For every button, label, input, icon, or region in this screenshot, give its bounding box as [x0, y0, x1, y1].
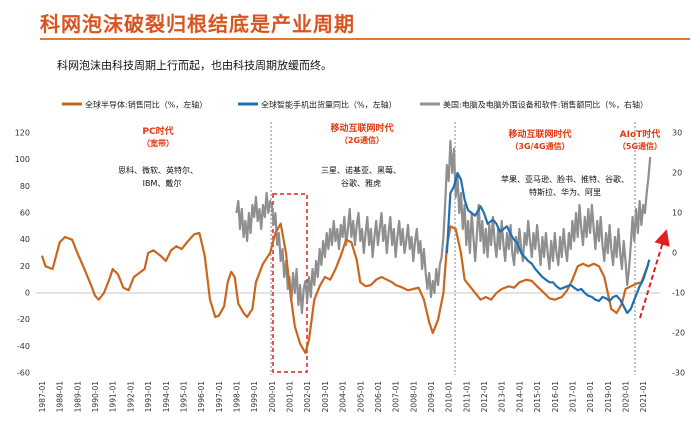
x-tick-label: 1999-01	[250, 381, 259, 413]
y-right-tick: -20	[672, 329, 685, 338]
companies-3g4g-line1: 苹果、亚马逊、脸书、推特、谷歌、	[501, 174, 629, 184]
x-tick-label: 2002-01	[303, 381, 312, 413]
x-tick-label: 1989-01	[73, 381, 82, 413]
y-left-tick: 0	[25, 289, 30, 298]
x-tick-label: 1988-01	[56, 381, 65, 413]
x-tick-label: 2004-01	[339, 381, 348, 413]
companies-pc-line1: 思科、微软、英特尔、	[118, 165, 198, 175]
x-tick-label: 2001-01	[286, 381, 295, 413]
companies-2g-line2: 谷歌、雅虎	[341, 178, 381, 188]
x-tick-label: 2005-01	[356, 381, 365, 413]
y-right-tick: 10	[672, 209, 682, 218]
y-left-tick: 20	[20, 262, 30, 271]
uptrend-arrow	[639, 229, 670, 319]
legend-label-semiconductor: 全球半导体:销售同比（%，左轴）	[85, 100, 207, 110]
x-tick-label: 1997-01	[215, 381, 224, 413]
x-tick-label: 2007-01	[392, 381, 401, 413]
title-underline	[40, 38, 690, 40]
x-tick-label: 2003-01	[321, 381, 330, 413]
x-tick-label: 2020-01	[622, 381, 631, 413]
x-axis: 1987-01 1988-01 1989-01 1990-01 1991-01 1992-…	[38, 381, 648, 413]
x-tick-label: 2012-01	[480, 381, 489, 413]
x-tick-label: 2006-01	[374, 381, 383, 413]
y-left-tick: -60	[17, 369, 30, 378]
y-left-axis: 120 100 80 60 40 20 0 -20 -40 -60	[15, 129, 30, 378]
page-subtitle: 科网泡沫由科技周期上行而起，也由科技周期放缓而终。	[57, 59, 332, 72]
x-tick-label: 2013-01	[498, 381, 507, 413]
dotcom-highlight-box	[272, 193, 308, 373]
legend-label-smartphone: 全球智能手机出货量同比（%，左轴）	[261, 100, 397, 110]
era-title-mobile-3g4g: 移动互联网时代	[508, 128, 571, 140]
line-us-software	[235, 139, 652, 315]
y-left-tick: 100	[15, 155, 30, 164]
era-title-mobile-2g: 移动互联网时代	[330, 122, 393, 134]
x-tick-label: 1994-01	[162, 381, 171, 413]
x-tick-label: 1990-01	[91, 381, 100, 413]
legend-label-us-software: 美国:电脑及电脑外围设备和软件:销售额同比（%，右轴）	[443, 100, 648, 110]
y-left-tick: -40	[17, 342, 30, 351]
era-labels: PC时代 （宽带） 移动互联网时代 （2G通信） 移动互联网时代 （3G/4G通…	[142, 122, 662, 151]
y-left-tick: 40	[20, 235, 30, 244]
y-left-tick: 120	[15, 129, 30, 138]
x-tick-label: 1996-01	[197, 381, 206, 413]
y-right-tick: 0	[672, 249, 677, 258]
x-tick-label: 2000-01	[268, 381, 277, 413]
x-tick-label: 2016-01	[551, 381, 560, 413]
x-tick-label: 2008-01	[409, 381, 418, 413]
companies-2g-line1: 三星、诺基亚、黑莓、	[321, 165, 401, 175]
x-tick-label: 2017-01	[568, 381, 577, 413]
y-left-tick: 80	[20, 182, 30, 191]
era-title-aiot: AIoT时代	[620, 128, 661, 140]
y-right-tick: 30	[672, 129, 682, 138]
y-right-axis: 30 20 10 0 -10 -20 -30	[672, 129, 685, 378]
x-tick-label: 2011-01	[462, 381, 471, 413]
x-tick-label: 2010-01	[445, 381, 454, 413]
page-title: 科网泡沫破裂归根结底是产业周期	[40, 12, 355, 36]
x-tick-label: 1987-01	[38, 381, 47, 413]
y-left-tick: 60	[20, 209, 30, 218]
era-sub-mobile-3g4g: （3G/4G通信）	[510, 141, 569, 151]
company-annotations: 思科、微软、英特尔、 IBM、戴尔 三星、诺基亚、黑莓、 谷歌、雅虎 苹果、亚马…	[118, 165, 629, 197]
line-semiconductor	[40, 222, 650, 355]
companies-pc-line2: IBM、戴尔	[143, 178, 182, 188]
y-right-tick: -10	[672, 289, 685, 298]
y-right-tick: -30	[672, 369, 685, 378]
x-tick-label: 2015-01	[533, 381, 542, 413]
era-sub-pc: （宽带）	[142, 138, 174, 148]
x-tick-label: 1991-01	[109, 381, 118, 413]
x-tick-label: 2019-01	[604, 381, 613, 413]
x-tick-label: 2009-01	[427, 381, 436, 413]
era-title-pc: PC时代	[142, 125, 173, 137]
x-tick-label: 2021-01	[639, 381, 648, 413]
y-right-tick: 20	[672, 169, 682, 178]
y-left-tick: -20	[17, 315, 30, 324]
legend: 全球半导体:销售同比（%，左轴） 全球智能手机出货量同比（%，左轴） 美国:电脑…	[62, 100, 648, 110]
plot-lines	[40, 139, 652, 355]
line-smartphone	[445, 171, 651, 315]
companies-3g4g-line2: 特斯拉、华为、阿里	[529, 187, 601, 197]
x-tick-label: 2018-01	[586, 381, 595, 413]
era-sub-mobile-2g: （2G通信）	[340, 135, 384, 145]
x-tick-label: 1992-01	[126, 381, 135, 413]
x-tick-label: 1993-01	[144, 381, 153, 413]
era-sub-aiot: （5G通信）	[618, 141, 662, 151]
x-tick-label: 2014-01	[515, 381, 524, 413]
x-tick-label: 1995-01	[179, 381, 188, 413]
x-tick-label: 1998-01	[233, 381, 242, 413]
